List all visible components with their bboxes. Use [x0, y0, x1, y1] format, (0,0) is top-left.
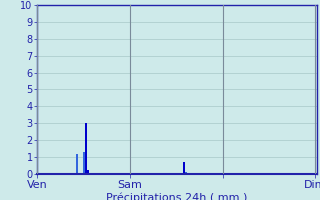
Bar	[76, 154, 78, 174]
Bar	[84, 152, 85, 174]
X-axis label: Précipitations 24h ( mm ): Précipitations 24h ( mm )	[106, 192, 247, 200]
Bar	[183, 162, 185, 174]
Bar	[87, 170, 89, 174]
Bar	[185, 172, 187, 174]
Bar	[85, 123, 87, 174]
